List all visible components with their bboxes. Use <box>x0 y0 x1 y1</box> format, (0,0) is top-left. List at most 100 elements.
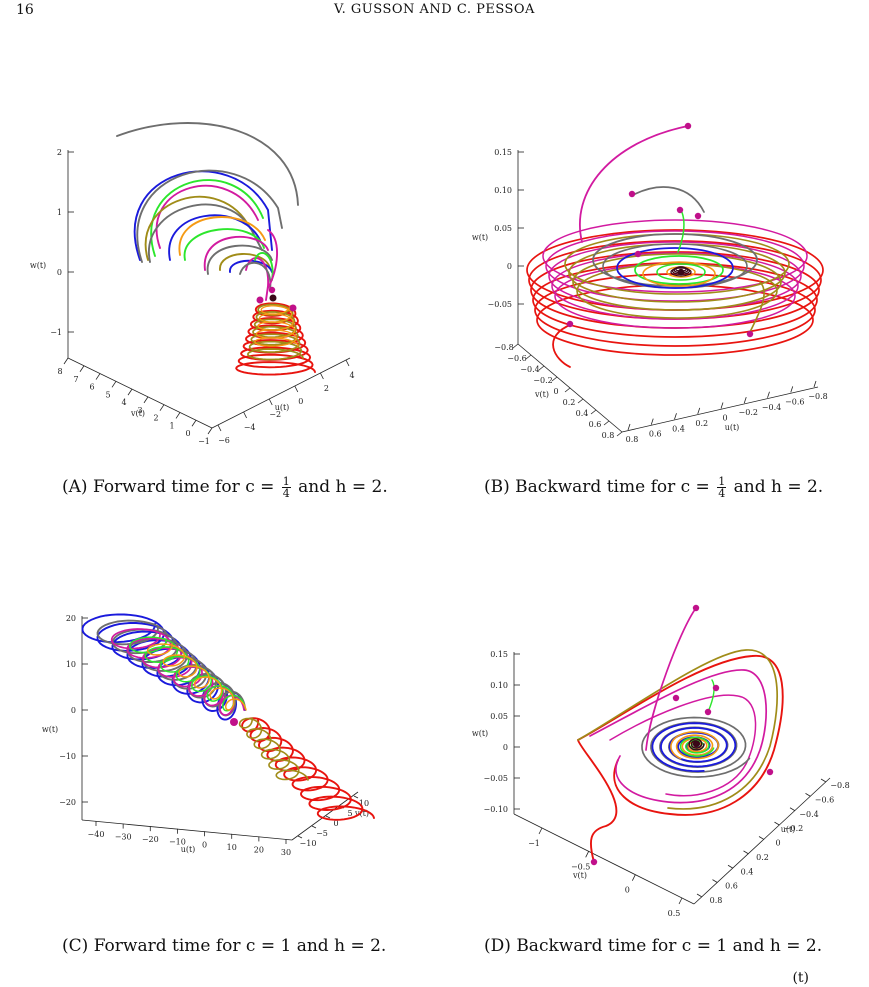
v-tick <box>616 431 623 437</box>
caption-d: (D) Backward time for c = 1 and h = 2. <box>484 936 822 956</box>
caption-text: Forward time for c = <box>92 477 275 497</box>
u-axis-label: u(t) <box>725 423 740 432</box>
u-tick-label: 0 <box>298 397 303 406</box>
trajectory-loop-magenta-2 <box>609 694 757 797</box>
trajectory-helix-olive <box>238 717 309 781</box>
v-tick-label: 0.6 <box>589 420 602 429</box>
v-tick-label: 7 <box>73 375 78 384</box>
u-tick <box>820 778 827 783</box>
w-tick-label: 0.15 <box>494 148 512 157</box>
u-tick-label: −0.8 <box>830 781 849 790</box>
trajectory-arc-0 <box>116 122 299 206</box>
w-tick-label: 0 <box>507 262 512 271</box>
caption-tag: (C) <box>62 936 89 956</box>
v-tick <box>551 376 558 382</box>
trajectory-helix-red <box>241 717 375 821</box>
u-tick-label: 2 <box>324 384 329 393</box>
u-tick <box>243 411 247 419</box>
v-tick-label: 0.4 <box>576 409 589 418</box>
v-tick-label: 6 <box>89 383 94 392</box>
w-tick-label: −1 <box>50 328 62 337</box>
u-tick <box>320 372 324 380</box>
v-tick-label: 8 <box>57 367 62 376</box>
v-tick <box>678 897 683 905</box>
v-axis-label: v(t) <box>572 871 587 880</box>
v-tick <box>127 388 133 396</box>
initial-point <box>684 122 692 130</box>
v-tick-label: −5 <box>316 829 328 838</box>
trajectory-ring-magenta <box>545 230 805 302</box>
v-tick <box>577 398 584 404</box>
v-tick-label: −10 <box>300 839 317 848</box>
initial-point <box>256 296 264 304</box>
w-tick-label: 0 <box>57 268 62 277</box>
v-tick <box>631 874 636 881</box>
u-tick-label: −10 <box>169 838 186 847</box>
equilibrium-point <box>677 268 685 276</box>
v-tick <box>143 396 149 404</box>
running-head: V. GUSSON AND C. PESSOA <box>334 2 535 17</box>
trajectory-loop-red <box>576 655 784 863</box>
w-tick-label: 0 <box>71 706 76 715</box>
u-tick <box>720 402 724 409</box>
trajectory-ring-magenta <box>551 252 799 320</box>
u-axis-line <box>621 386 819 433</box>
trajectory-arm-olive <box>749 281 765 333</box>
trajectory-cone-green <box>128 636 246 712</box>
w-axis-label: w(t) <box>472 233 488 242</box>
u-tick-label: 0.4 <box>741 867 754 876</box>
caption-c: (C) Forward time for c = 1 and h = 2. <box>62 936 386 956</box>
u-tick <box>743 396 747 404</box>
u-tick-label: −0.2 <box>739 408 758 417</box>
caption-text: Backward time for c = <box>515 477 710 497</box>
trajectory-arc-17 <box>267 229 279 289</box>
trajectory-arm-red <box>552 323 573 368</box>
u-tick-label: 30 <box>281 848 291 857</box>
u-axis-label: u(t) <box>275 403 290 412</box>
trajectory-loop-olive <box>577 649 778 810</box>
w-tick-label: 0.10 <box>494 186 512 195</box>
u-tick-label: 0 <box>202 840 207 849</box>
u-tick <box>790 386 794 393</box>
v-tick <box>564 387 571 393</box>
trajectory-arc-8 <box>178 216 266 256</box>
v-tick-label: 3 <box>137 406 142 415</box>
plot-3d-a: 2 1 0 −1 w(t) 8 7 6 5 4 3 2 1 0 −1 v(t) −6 −4 −2 0 2 4 u(t) <box>30 122 355 446</box>
u-tick-label: 0.8 <box>626 435 639 444</box>
equilibrium-point <box>269 294 277 302</box>
equilibrium-point <box>692 740 700 748</box>
w-tick-label: −10 <box>59 752 76 761</box>
v-axis-line <box>513 813 695 905</box>
v-tick <box>603 420 610 426</box>
trajectory-arc-12 <box>219 253 271 271</box>
v-tick <box>311 825 317 829</box>
u-tick-label: 0.4 <box>672 424 685 433</box>
w-tick-label: 0.05 <box>490 712 508 721</box>
v-tick <box>95 373 101 380</box>
v-tick-label: 0.8 <box>602 431 615 440</box>
v-tick-label: 0 <box>625 886 630 895</box>
caption-tag: (D) <box>484 936 511 956</box>
v-tick <box>525 354 532 360</box>
u-tick-label: 4 <box>349 371 354 380</box>
v-tick <box>63 357 69 365</box>
figure-panel-b: 0.15 0.10 0.05 0 −0.05 w(t) −0.8 −0.6 −0.4 −0.2 0 0… <box>460 112 860 447</box>
v-tick-label: 0.5 <box>668 909 681 918</box>
w-tick-label: −20 <box>59 798 76 807</box>
v-axis-label: v(t) <box>130 409 145 418</box>
plot-3d-d: 0.15 0.10 0.05 0 −0.05 −0.10 w(t) −1 −0.5 0 0.5 v(t… <box>472 604 850 918</box>
trajectory-loop-magenta <box>589 669 768 804</box>
v-tick-label: 1 <box>169 421 174 430</box>
initial-point <box>746 330 754 338</box>
u-axis-line <box>81 819 293 841</box>
v-tick-label: 5 <box>105 390 110 399</box>
u-tick-label: 0 <box>722 414 727 423</box>
v-tick <box>325 815 331 819</box>
v-tick-label: −0.8 <box>494 343 513 352</box>
initial-point <box>672 694 680 702</box>
u-tick-label: 0.6 <box>725 882 738 891</box>
trajectory-arm-green <box>707 679 715 713</box>
v-tick <box>538 365 545 371</box>
